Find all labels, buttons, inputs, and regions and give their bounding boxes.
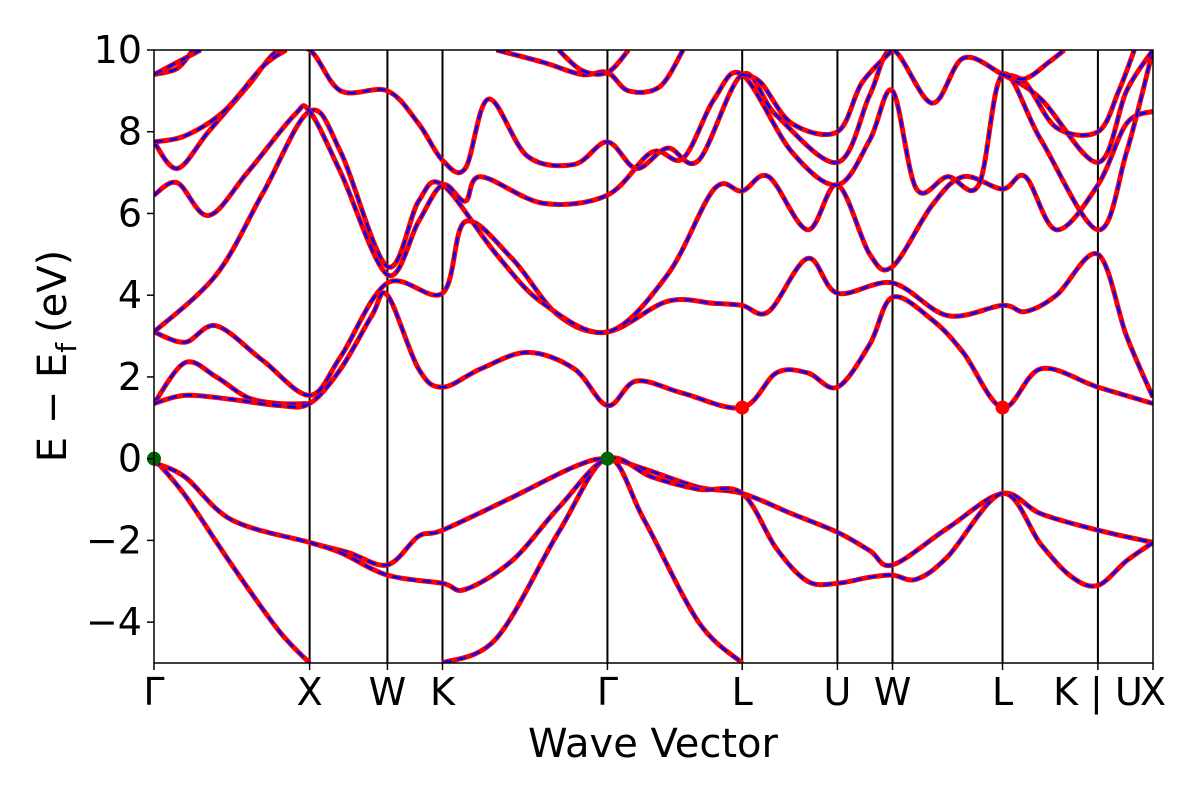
- band-line-dashed: [154, 108, 1153, 334]
- band-edge-marker: [600, 451, 615, 466]
- band-line-solid: [154, 457, 312, 663]
- x-tick-label: K: [430, 670, 456, 714]
- x-tick-label: Γ: [597, 670, 618, 714]
- band-line-dashed: [154, 360, 310, 406]
- y-axis-label-main: E − E: [30, 353, 76, 463]
- band-edge-marker: [995, 400, 1010, 415]
- band-line-solid: [556, 50, 631, 77]
- band-line-dashed: [154, 457, 311, 663]
- x-tick-label: K | U: [1053, 670, 1143, 715]
- x-tick-label: W: [369, 670, 407, 714]
- band-line-dashed: [154, 291, 1153, 410]
- x-tick-label: X: [1140, 670, 1166, 714]
- y-tick-label: 2: [118, 355, 142, 399]
- band-line-dashed: [154, 50, 202, 76]
- x-tick-label: L: [992, 670, 1013, 714]
- x-tick-label: W: [874, 670, 912, 714]
- y-tick-label: 6: [118, 191, 142, 235]
- band-line-dashed: [496, 50, 685, 94]
- band-line-dashed: [1002, 50, 1066, 81]
- x-tick-label: Γ: [143, 670, 164, 714]
- y-axis-label-unit: (eV): [30, 250, 76, 333]
- band-line-dashed: [741, 50, 894, 136]
- x-tick-label: L: [732, 670, 753, 714]
- band-line-dashed: [154, 50, 287, 144]
- band-edge-markers: [147, 400, 1010, 466]
- y-tick-label: 8: [118, 110, 142, 154]
- high-symmetry-lines: [308, 50, 1099, 663]
- x-axis-label: Wave Vector: [528, 721, 779, 767]
- band-line-dashed: [309, 456, 1153, 592]
- x-tick-label: X: [297, 670, 323, 714]
- plot-frame: [153, 49, 1154, 664]
- y-tick-label: −4: [86, 600, 142, 644]
- y-axis-label-subscript: f: [50, 342, 83, 353]
- y-tick-label: −2: [86, 518, 142, 562]
- band-line-dashed: [154, 219, 1153, 398]
- y-tick-label: 4: [118, 273, 142, 317]
- y-tick-label: 10: [94, 28, 142, 72]
- band-edge-marker: [735, 400, 750, 415]
- y-axis-label: E − Ef (eV): [30, 250, 83, 463]
- y-tick-label: 0: [118, 437, 142, 481]
- y-axis: −4 −2 0 2 4 6 8 10: [86, 28, 154, 644]
- band-line-solid: [308, 455, 1153, 593]
- x-tick-label: U: [824, 670, 852, 714]
